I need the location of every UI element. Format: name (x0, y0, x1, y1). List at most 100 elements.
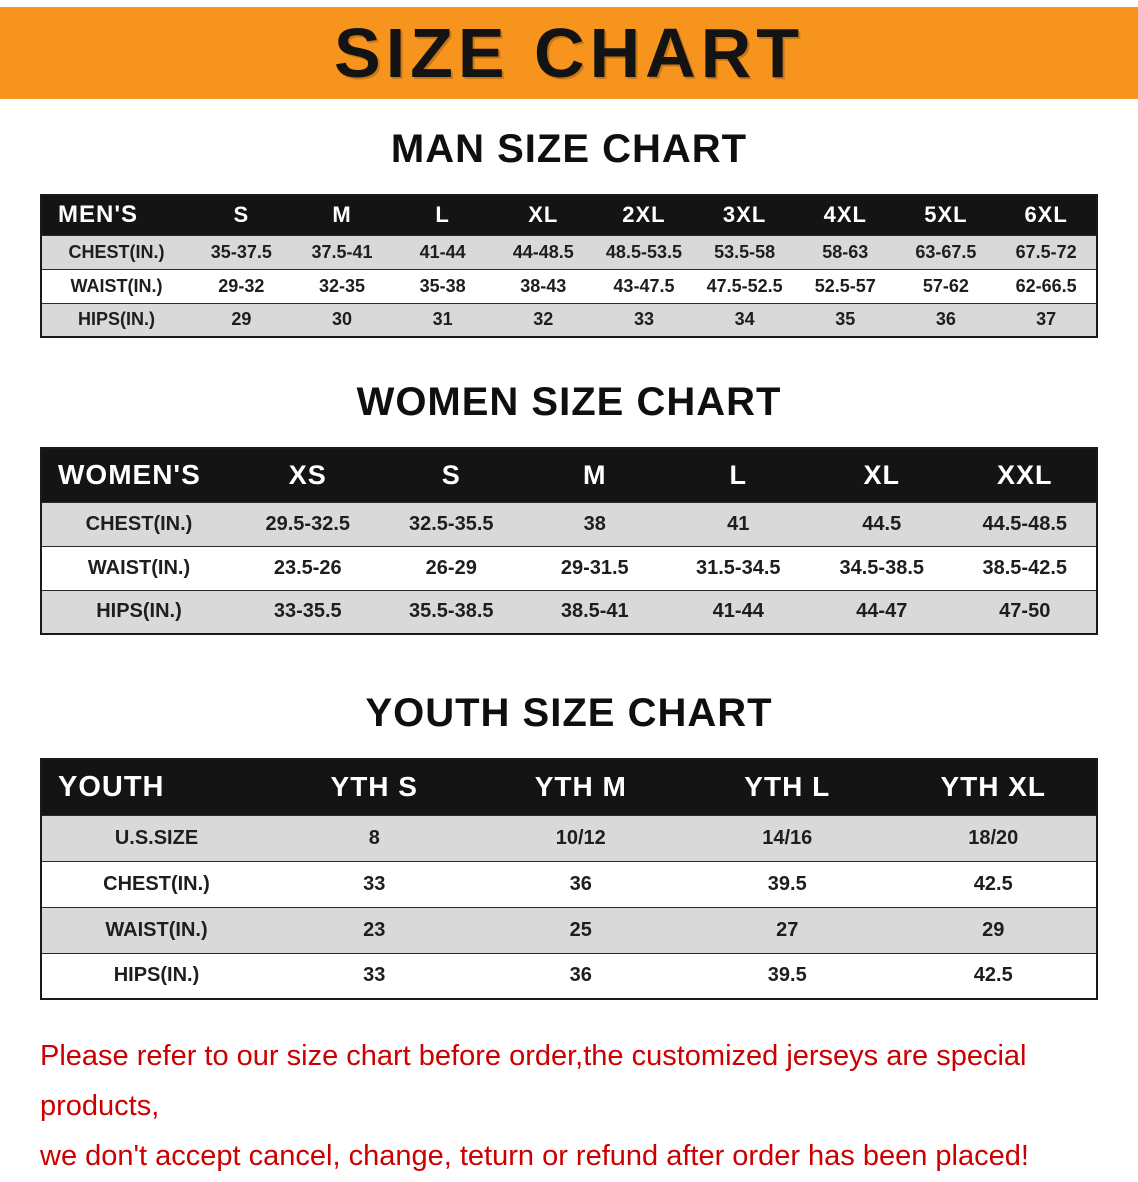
table-row: HIPS(IN.) 29 30 31 32 33 34 35 36 37 (41, 302, 1097, 337)
value-cell: 35.5-38.5 (379, 589, 523, 634)
value-cell: 47-50 (953, 589, 1097, 634)
women-size-section: WOMEN SIZE CHART WOMEN'S XS S M L XL XXL CHEST(… (0, 380, 1138, 635)
value-cell: 53.5-58 (694, 234, 795, 269)
table-row: WAIST(IN.) 29-32 32-35 35-38 38-43 43-47.5 47.… (41, 268, 1097, 303)
size-header-cell: YTH S (271, 759, 478, 815)
value-cell: 23.5-26 (236, 545, 380, 590)
value-cell: 32-35 (291, 268, 393, 303)
table-row: WAIST(IN.) 23.5-26 26-29 29-31.5 31.5-34.5 34… (41, 545, 1097, 590)
value-cell: 10/12 (477, 814, 684, 861)
table-header-row: YOUTH YTH S YTH M YTH L YTH XL (41, 759, 1097, 815)
value-cell: 38-43 (492, 268, 594, 303)
value-cell: 62-66.5 (996, 268, 1097, 303)
size-header-cell: XXL (953, 448, 1097, 502)
value-cell: 33 (271, 952, 478, 999)
value-cell: 41 (666, 501, 810, 546)
youth-size-section: YOUTH SIZE CHART YOUTH YTH S YTH M YTH L YTH… (0, 691, 1138, 1000)
size-header-cell: 3XL (694, 195, 795, 235)
value-cell: 44.5-48.5 (953, 501, 1097, 546)
value-cell: 36 (895, 302, 997, 337)
table-header-row: WOMEN'S XS S M L XL XXL (41, 448, 1097, 502)
value-cell: 57-62 (895, 268, 997, 303)
table-row: CHEST(IN.) 35-37.5 37.5-41 41-44 44-48.5 48.5… (41, 234, 1097, 269)
value-cell: 18/20 (890, 814, 1097, 861)
value-cell: 34.5-38.5 (810, 545, 954, 590)
table-row: WAIST(IN.) 23 25 27 29 (41, 906, 1097, 953)
size-header-cell: 4XL (794, 195, 896, 235)
men-section-heading: MAN SIZE CHART (390, 127, 748, 171)
table-row: HIPS(IN.) 33 36 39.5 42.5 (41, 952, 1097, 999)
notice-line-2: we don't accept cancel, change, teturn o… (40, 1139, 1029, 1172)
value-cell: 48.5-53.5 (593, 234, 695, 269)
row-label-cell: U.S.SIZE (41, 814, 271, 861)
value-cell: 63-67.5 (895, 234, 997, 269)
value-cell: 36 (477, 860, 684, 907)
size-header-cell: S (191, 195, 292, 235)
size-header-cell: YTH XL (890, 759, 1097, 815)
value-cell: 23 (271, 906, 478, 953)
row-label-cell: CHEST(IN.) (41, 501, 236, 546)
size-header-cell: S (379, 448, 523, 502)
table-title-cell: MEN'S (41, 195, 191, 235)
value-cell: 25 (477, 906, 684, 953)
value-cell: 43-47.5 (593, 268, 695, 303)
value-cell: 31 (392, 302, 493, 337)
footer-notice: Please refer to our size chart before or… (40, 1032, 1098, 1182)
value-cell: 35-38 (392, 268, 493, 303)
size-header-cell: M (291, 195, 393, 235)
value-cell: 26-29 (379, 545, 523, 590)
row-label-cell: CHEST(IN.) (41, 234, 191, 269)
value-cell: 41-44 (666, 589, 810, 634)
size-header-cell: L (666, 448, 810, 502)
table-row: CHEST(IN.) 29.5-32.5 32.5-35.5 38 41 44.5 44.5… (41, 501, 1097, 546)
table-row: U.S.SIZE 8 10/12 14/16 18/20 (41, 814, 1097, 861)
value-cell: 44.5 (810, 501, 954, 546)
table-row: HIPS(IN.) 33-35.5 35.5-38.5 38.5-41 41-44 44-… (41, 589, 1097, 634)
value-cell: 29 (890, 906, 1097, 953)
row-label-cell: HIPS(IN.) (41, 302, 191, 337)
value-cell: 27 (684, 906, 891, 953)
table-title-cell: YOUTH (41, 759, 271, 815)
value-cell: 32 (492, 302, 594, 337)
page-title: SIZE CHART (334, 14, 804, 92)
value-cell: 37.5-41 (291, 234, 393, 269)
size-header-cell: XL (492, 195, 594, 235)
value-cell: 39.5 (684, 860, 891, 907)
value-cell: 42.5 (890, 952, 1097, 999)
value-cell: 39.5 (684, 952, 891, 999)
value-cell: 44-47 (810, 589, 954, 634)
row-label-cell: CHEST(IN.) (41, 860, 271, 907)
row-label-cell: WAIST(IN.) (41, 906, 271, 953)
value-cell: 14/16 (684, 814, 891, 861)
size-header-cell: L (392, 195, 493, 235)
table-row: CHEST(IN.) 33 36 39.5 42.5 (41, 860, 1097, 907)
value-cell: 29-31.5 (523, 545, 667, 590)
women-section-heading: WOMEN SIZE CHART (356, 380, 782, 424)
value-cell: 37 (996, 302, 1097, 337)
value-cell: 8 (271, 814, 478, 861)
size-header-cell: 2XL (593, 195, 695, 235)
value-cell: 41-44 (392, 234, 493, 269)
row-label-cell: WAIST(IN.) (41, 268, 191, 303)
size-header-cell: M (523, 448, 667, 502)
row-label-cell: HIPS(IN.) (41, 589, 236, 634)
size-header-cell: XS (236, 448, 380, 502)
value-cell: 36 (477, 952, 684, 999)
value-cell: 38.5-41 (523, 589, 667, 634)
value-cell: 47.5-52.5 (694, 268, 795, 303)
row-label-cell: WAIST(IN.) (41, 545, 236, 590)
row-label-cell: HIPS(IN.) (41, 952, 271, 999)
size-chart-page: SIZE CHART MAN SIZE CHART MEN'S S M L XL 2XL 3… (0, 7, 1138, 1182)
value-cell: 31.5-34.5 (666, 545, 810, 590)
value-cell: 67.5-72 (996, 234, 1097, 269)
size-header-cell: 5XL (895, 195, 997, 235)
value-cell: 33 (271, 860, 478, 907)
value-cell: 52.5-57 (794, 268, 896, 303)
value-cell: 35-37.5 (191, 234, 292, 269)
size-header-cell: YTH M (477, 759, 684, 815)
size-header-cell: 6XL (996, 195, 1097, 235)
size-header-cell: YTH L (684, 759, 891, 815)
value-cell: 38.5-42.5 (953, 545, 1097, 590)
youth-section-heading: YOUTH SIZE CHART (365, 691, 773, 735)
value-cell: 29-32 (191, 268, 292, 303)
